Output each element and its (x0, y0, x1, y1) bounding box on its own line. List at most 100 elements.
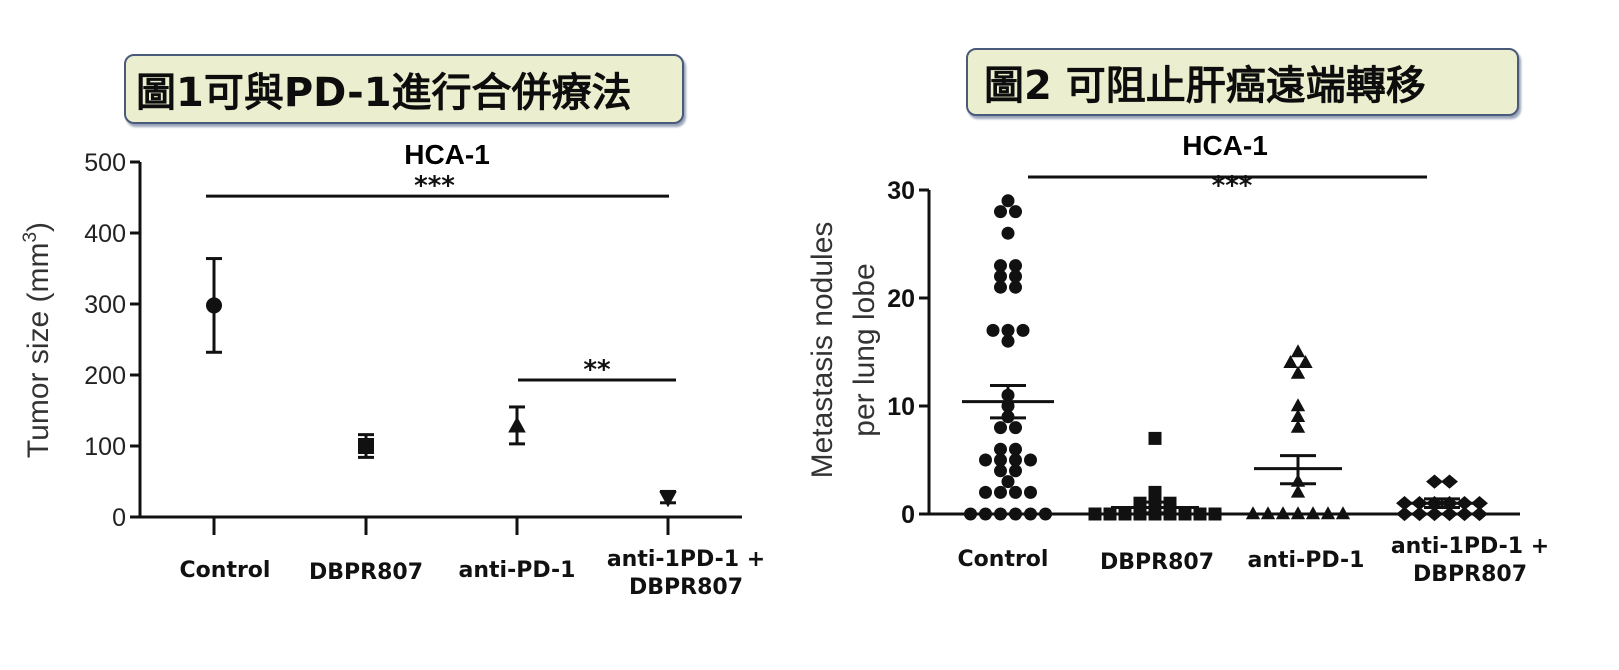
data-point (1411, 506, 1428, 522)
figure-1-title: 圖1可與PD-1進行合併療法 (136, 70, 632, 116)
data-point (1009, 259, 1022, 273)
data-point (1024, 485, 1037, 499)
y-tick-label: 500 (84, 149, 126, 177)
data-point (1103, 507, 1117, 521)
y-tick-label: 400 (84, 220, 126, 248)
data-point (1001, 334, 1015, 348)
data-point (1024, 453, 1037, 467)
y-tick-label: 0 (112, 504, 126, 532)
y-tick-label: 0 (901, 501, 915, 529)
data-point (1290, 506, 1306, 520)
data-point (1208, 507, 1222, 521)
data-point (1009, 205, 1022, 219)
category-label: anti-PD-1 (459, 558, 576, 583)
data-point (979, 485, 992, 499)
data-point (1290, 365, 1306, 379)
y-tick-label: 10 (887, 393, 915, 421)
data-point (1396, 506, 1413, 522)
data-point (1148, 485, 1162, 499)
data-point (1426, 474, 1443, 489)
figure-2-title: 圖2 可阻止肝癌遠端轉移 (984, 63, 1426, 109)
y-tick-label: 30 (887, 177, 915, 205)
data-point (1039, 507, 1052, 521)
y-axis-label-line2: per lung lobe (848, 263, 881, 436)
category-label: DBPR807 (309, 560, 423, 585)
data-point (986, 323, 1000, 337)
data-point (1024, 507, 1037, 521)
data-point (994, 507, 1007, 521)
data-point (1001, 194, 1015, 208)
chart-title: HCA-1 (404, 139, 490, 170)
y-axis-label-line1: Metastasis nodules (806, 222, 839, 479)
data-point (964, 507, 977, 521)
data-point (994, 421, 1007, 435)
data-point (994, 442, 1007, 456)
y-tick-label: 200 (84, 362, 126, 390)
data-point (1001, 475, 1015, 489)
data-point (1283, 355, 1298, 368)
data-point (1193, 507, 1207, 521)
data-point (1009, 421, 1022, 435)
data-point (1290, 344, 1306, 358)
category-label: Control (180, 558, 271, 583)
significance-label: *** (414, 171, 455, 201)
data-point (1290, 398, 1306, 412)
data-point (994, 205, 1007, 219)
data-point (994, 464, 1007, 478)
y-axis-label: Tumor size (mm3) (20, 222, 55, 458)
figure-1-title-banner: 圖1可與PD-1進行合併療法 (124, 54, 684, 124)
y-tick-label: 20 (887, 285, 915, 313)
data-point (1118, 507, 1132, 521)
data-point (1441, 506, 1458, 522)
data-point (1320, 506, 1336, 520)
data-point (1275, 506, 1291, 520)
data-point (994, 259, 1007, 273)
mean-point (659, 491, 677, 508)
data-point (1471, 506, 1488, 522)
data-point (1009, 269, 1022, 283)
mean-point (358, 438, 374, 454)
data-point (1245, 506, 1261, 520)
category-label: Control (958, 547, 1049, 572)
chart-title: HCA-1 (1182, 130, 1268, 161)
data-point (1305, 506, 1321, 520)
data-point (1298, 355, 1313, 368)
data-point (1088, 507, 1102, 521)
category-label: DBPR807 (1100, 550, 1214, 575)
tumor-size-chart: 0 100 200 300 400 500 Control DBPR807 anti-PD-1 a… (20, 139, 765, 600)
data-point (1148, 431, 1162, 445)
data-point (1009, 507, 1022, 521)
data-point (1290, 484, 1306, 498)
data-point (1009, 464, 1022, 478)
significance-label: *** (1212, 171, 1253, 201)
figure-2-title-banner: 圖2 可阻止肝癌遠端轉移 (966, 48, 1519, 116)
data-point (994, 269, 1007, 283)
data-point (994, 280, 1007, 294)
data-point (1009, 453, 1022, 467)
data-point (1426, 506, 1443, 522)
data-point (1009, 442, 1022, 456)
data-point (1178, 507, 1192, 521)
data-point (1441, 474, 1458, 489)
data-point (979, 507, 992, 521)
data-point (1290, 419, 1306, 433)
data-point (979, 453, 992, 467)
mean-point (508, 416, 526, 433)
data-point (1009, 485, 1022, 499)
data-point (1001, 323, 1015, 337)
data-point (994, 453, 1007, 467)
data-point (1260, 506, 1276, 520)
data-point (1290, 409, 1306, 422)
category-label: anti-PD-1 (1248, 548, 1365, 573)
category-label: anti-1PD-1 + DBPR807 (1391, 534, 1549, 587)
data-point (1001, 226, 1015, 240)
data-point (1456, 506, 1473, 522)
data-point (1016, 323, 1030, 337)
y-tick-label: 300 (84, 291, 126, 319)
y-tick-label: 100 (84, 433, 126, 461)
data-point (994, 485, 1007, 499)
category-label: anti-1PD-1 + DBPR807 (607, 547, 765, 600)
mean-point (206, 297, 222, 314)
data-point (1335, 506, 1351, 520)
